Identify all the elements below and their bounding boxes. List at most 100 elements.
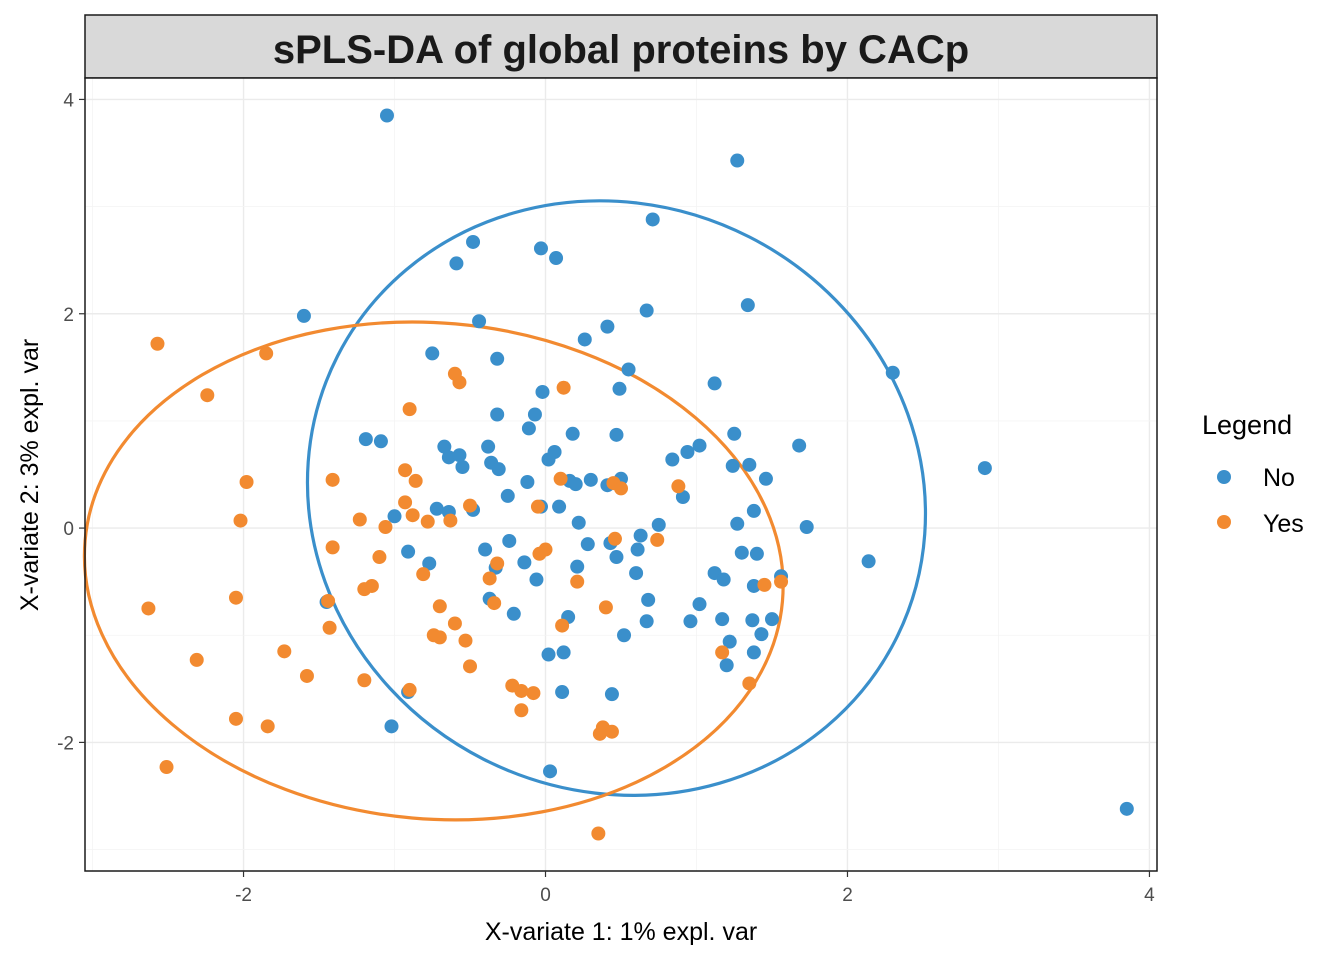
point-no — [727, 426, 742, 441]
point-no — [520, 475, 535, 490]
point-yes — [405, 508, 420, 523]
point-no — [466, 234, 481, 249]
point-yes — [532, 546, 547, 561]
point-no — [629, 566, 644, 581]
point-yes — [277, 644, 292, 659]
point-yes — [322, 620, 337, 635]
point-no — [455, 459, 470, 474]
point-no — [568, 477, 583, 492]
point-no — [604, 687, 619, 702]
point-yes — [321, 593, 336, 608]
point-no — [541, 452, 556, 467]
point-no — [529, 572, 544, 587]
point-yes — [774, 574, 789, 589]
point-no — [745, 613, 760, 628]
point-no — [543, 764, 558, 779]
point-no — [571, 515, 586, 530]
point-yes — [228, 711, 243, 726]
point-yes — [487, 596, 502, 611]
point-yes — [260, 719, 275, 734]
point-yes — [228, 590, 243, 605]
point-no — [746, 578, 761, 593]
x-tick-label: 4 — [1144, 885, 1155, 906]
point-no — [885, 365, 900, 380]
point-yes — [357, 582, 372, 597]
point-yes — [402, 402, 417, 417]
point-yes — [325, 540, 340, 555]
point-no — [609, 550, 624, 565]
legend-key-no — [1217, 470, 1231, 484]
point-no — [977, 461, 992, 476]
point-yes — [463, 498, 478, 513]
point-yes — [671, 479, 686, 494]
point-yes — [357, 673, 372, 688]
y-tick-label: 4 — [63, 90, 74, 111]
point-yes — [233, 513, 248, 528]
point-no — [429, 501, 444, 516]
point-no — [500, 488, 515, 503]
point-no — [533, 241, 548, 256]
point-no — [556, 645, 571, 660]
point-yes — [614, 481, 628, 496]
point-yes — [591, 826, 606, 841]
point-yes — [463, 659, 478, 674]
point-no — [296, 308, 311, 323]
legend-key-yes — [1217, 515, 1231, 529]
point-no — [707, 376, 722, 391]
point-no — [580, 537, 595, 552]
point-no — [861, 554, 876, 569]
point-no — [441, 450, 456, 465]
point-yes — [570, 574, 585, 589]
x-tick-label: 0 — [540, 885, 551, 906]
point-yes — [604, 724, 619, 739]
y-tick-label: -2 — [57, 733, 74, 754]
point-no — [740, 298, 755, 313]
point-no — [764, 612, 779, 627]
point-no — [379, 108, 394, 123]
point-yes — [458, 633, 473, 648]
point-no — [401, 544, 416, 559]
point-no — [665, 452, 680, 467]
point-no — [792, 438, 807, 453]
point-yes — [452, 375, 467, 390]
point-yes — [553, 471, 568, 486]
point-no — [641, 592, 656, 607]
point-no — [541, 647, 556, 662]
point-no — [490, 351, 505, 366]
point-yes — [556, 380, 571, 395]
point-yes — [378, 520, 393, 535]
point-yes — [715, 645, 730, 660]
point-no — [749, 546, 764, 561]
data-points — [141, 108, 1134, 841]
point-no — [746, 645, 761, 660]
point-no — [535, 384, 550, 399]
point-no — [425, 346, 440, 361]
point-no — [609, 427, 624, 442]
point-yes — [447, 616, 462, 631]
point-yes — [482, 571, 497, 586]
point-no — [478, 542, 493, 557]
point-no — [565, 426, 580, 441]
point-no — [683, 614, 698, 629]
point-yes — [408, 473, 423, 488]
point-no — [549, 251, 564, 266]
ellipse-no — [305, 199, 928, 797]
y-axis-ticks: -2 0 2 4 — [57, 90, 85, 754]
point-no — [491, 462, 506, 477]
point-yes — [443, 513, 458, 528]
point-no — [799, 520, 814, 535]
point-yes — [239, 475, 254, 490]
point-no — [521, 421, 536, 436]
point-yes — [742, 676, 757, 691]
point-no — [527, 407, 542, 422]
point-no — [555, 685, 570, 700]
point-no — [506, 606, 521, 621]
point-yes — [259, 346, 274, 361]
x-tick-label: 2 — [842, 885, 853, 906]
point-no — [645, 212, 660, 227]
point-no — [621, 362, 636, 377]
chart-title: sPLS-DA of global proteins by CACp — [273, 28, 969, 72]
title-strip — [84, 14, 1158, 79]
point-no — [730, 153, 745, 168]
